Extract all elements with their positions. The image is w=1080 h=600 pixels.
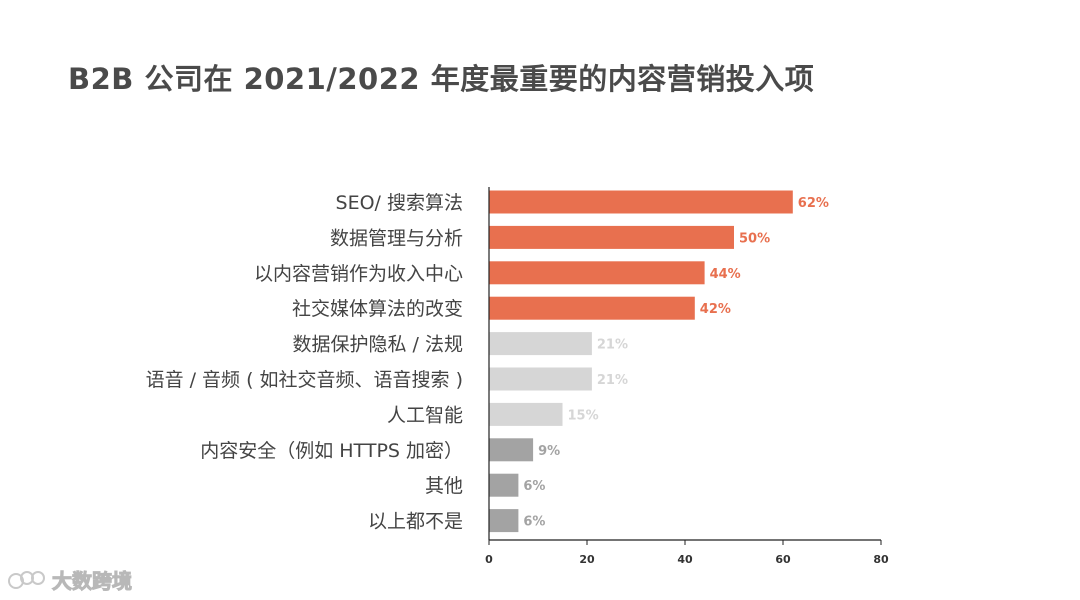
value-label: 50% <box>739 231 770 246</box>
category-label: 以内容营销作为收入中心 <box>254 263 463 285</box>
bar <box>489 225 734 249</box>
bar <box>489 402 563 426</box>
category-label: 以上都不是 <box>368 511 463 533</box>
value-label: 42% <box>700 302 731 317</box>
category-label: 社交媒体算法的改变 <box>292 298 463 320</box>
x-tick-label: 60 <box>775 553 791 566</box>
category-label: 数据保护隐私 / 法规 <box>293 334 463 356</box>
x-tick-label: 0 <box>485 553 493 566</box>
category-label: 语音 / 音频 ( 如社交音频、语音搜索 ) <box>146 369 463 391</box>
x-tick-label: 80 <box>873 553 889 566</box>
value-label: 6% <box>523 479 545 494</box>
bar <box>489 367 592 391</box>
value-label: 21% <box>597 373 628 388</box>
watermark-text: 大数跨境 <box>52 569 133 594</box>
value-label: 44% <box>710 267 741 282</box>
bar <box>489 190 793 214</box>
bar <box>489 296 695 320</box>
category-label: 数据管理与分析 <box>330 227 463 249</box>
logo-icon <box>8 569 46 591</box>
watermark: 大数跨境 <box>8 565 133 594</box>
value-label: 9% <box>538 444 560 459</box>
bar <box>489 438 534 462</box>
value-label: 6% <box>523 515 545 530</box>
bar <box>489 473 519 497</box>
value-label: 21% <box>597 338 628 353</box>
bar <box>489 332 592 356</box>
page-title: B2B 公司在 2021/2022 年度最重要的内容营销投入项 <box>68 62 815 96</box>
category-label: 其他 <box>425 475 463 497</box>
category-label: 内容安全（例如 HTTPS 加密） <box>200 440 463 462</box>
category-label: SEO/ 搜索算法 <box>336 192 463 214</box>
category-label: 人工智能 <box>387 404 463 426</box>
value-label: 15% <box>568 408 599 423</box>
bar <box>489 261 705 285</box>
value-label: 62% <box>798 196 829 211</box>
x-tick-label: 20 <box>579 553 595 566</box>
bar <box>489 509 519 533</box>
x-tick-label: 40 <box>677 553 693 566</box>
